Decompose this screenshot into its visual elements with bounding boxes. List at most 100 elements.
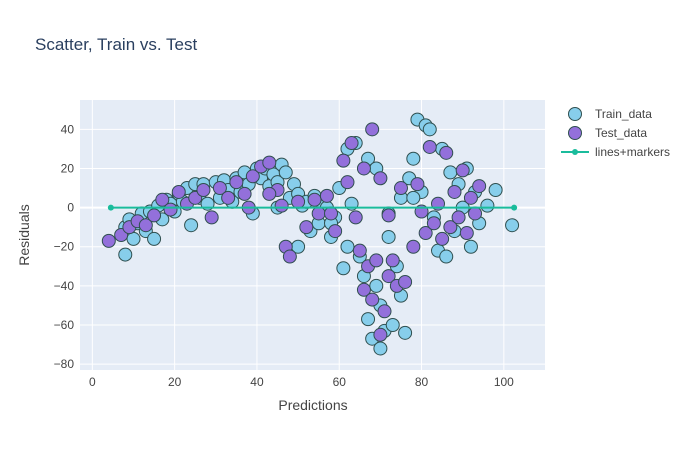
test-point	[348, 210, 363, 225]
train-point	[385, 318, 400, 332]
y-tick-label: −40	[54, 279, 75, 293]
test-point	[328, 224, 343, 239]
test-point	[196, 183, 211, 197]
train-point	[369, 278, 384, 293]
test-point	[365, 292, 380, 307]
train-point	[505, 218, 520, 233]
test-point	[377, 304, 392, 319]
test-point	[373, 327, 388, 342]
test-point	[459, 226, 474, 241]
test-point	[204, 210, 219, 225]
test-point	[311, 206, 326, 221]
test-point	[463, 190, 478, 205]
train-point	[147, 231, 162, 246]
test-point	[212, 181, 227, 196]
test-point	[435, 231, 450, 246]
test-point	[426, 216, 441, 231]
test-point	[319, 188, 334, 203]
test-point	[262, 186, 277, 201]
test-point	[398, 274, 413, 289]
legend-marker-test	[568, 126, 582, 140]
x-axis-title: Predictions	[278, 397, 347, 413]
train-point	[422, 122, 437, 137]
train-point	[361, 312, 376, 327]
test-point	[365, 122, 380, 137]
y-tick-label: −60	[54, 318, 75, 332]
tick-labels: 0 20 40 60 80 100 −80 −60 −40 −20 0 20 40	[54, 122, 515, 389]
test-point	[221, 190, 236, 205]
y-tick-label: 0	[67, 201, 74, 215]
test-point	[336, 153, 351, 168]
test-point	[245, 169, 260, 184]
test-point	[443, 220, 458, 235]
train-point	[463, 239, 478, 254]
test-point	[468, 206, 483, 221]
y-tick-label: 20	[61, 161, 75, 175]
test-point	[373, 171, 388, 186]
legend-label-train: Train_data	[595, 107, 652, 121]
test-point	[385, 253, 400, 268]
x-tick-label: 40	[250, 375, 264, 389]
x-tick-label: 0	[89, 375, 96, 389]
test-point	[381, 269, 396, 284]
legend-label-line: lines+markers	[595, 145, 670, 159]
y-tick-label: 40	[61, 122, 75, 136]
data-marks	[101, 112, 520, 356]
x-tick-label: 20	[168, 375, 182, 389]
test-point	[472, 179, 487, 194]
legend-item-train[interactable]: Train_data	[568, 107, 653, 121]
test-point	[344, 136, 359, 151]
legend-label-test: Test_data	[595, 126, 647, 140]
train-point	[373, 341, 388, 356]
legend-line-marker	[572, 149, 578, 155]
y-tick-label: −20	[54, 240, 75, 254]
test-point	[410, 177, 425, 192]
x-tick-label: 60	[333, 375, 347, 389]
test-point	[369, 253, 384, 268]
test-point	[101, 233, 116, 248]
test-point	[138, 218, 153, 233]
test-point	[406, 239, 421, 254]
test-point	[439, 145, 454, 160]
y-tick-label: −80	[54, 357, 75, 371]
test-point	[340, 175, 355, 190]
test-point	[299, 220, 314, 235]
legend-item-line[interactable]: lines+markers	[561, 145, 670, 159]
legend-marker-train	[568, 107, 582, 121]
test-point	[393, 181, 408, 196]
train-point	[126, 231, 141, 246]
test-point	[352, 243, 367, 258]
test-point	[324, 206, 339, 221]
test-point	[147, 208, 162, 223]
train-point	[439, 249, 454, 264]
test-point	[229, 175, 244, 190]
test-point	[274, 198, 289, 213]
test-point	[307, 192, 322, 207]
y-axis-title: Residuals	[16, 204, 32, 265]
test-point	[262, 155, 277, 170]
train-point	[381, 229, 396, 244]
line-marker	[511, 204, 518, 211]
test-point	[381, 208, 396, 223]
train-point	[480, 198, 495, 213]
test-point	[451, 210, 466, 225]
legend[interactable]: Train_data Test_data lines+markers	[561, 107, 670, 159]
train-point	[488, 183, 503, 197]
test-point	[455, 163, 470, 178]
test-point	[282, 249, 297, 264]
train-point	[406, 190, 421, 205]
train-point	[336, 261, 351, 276]
legend-item-test[interactable]: Test_data	[568, 126, 648, 140]
test-point	[447, 184, 462, 199]
test-point	[155, 192, 170, 207]
test-point	[422, 139, 437, 154]
test-point	[291, 194, 306, 209]
train-point	[278, 165, 293, 180]
train-point	[398, 325, 413, 340]
test-point	[356, 282, 371, 297]
chart-title: Scatter, Train vs. Test	[35, 35, 197, 54]
test-point	[356, 161, 371, 176]
train-point	[118, 247, 133, 262]
test-point	[418, 226, 433, 241]
